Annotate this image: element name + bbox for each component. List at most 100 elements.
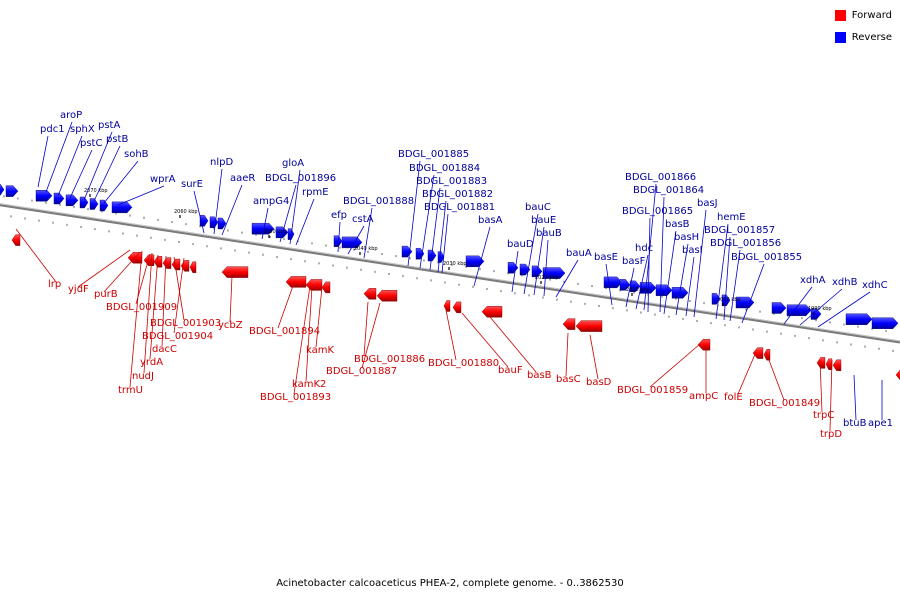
- reverse-gene-label-baub[interactable]: bauB: [536, 228, 562, 239]
- forward-gene-arrow[interactable]: [171, 258, 181, 271]
- reverse-gene-label-bdgl-001885[interactable]: BDGL_001885: [398, 149, 469, 160]
- reverse-gene-label-basa[interactable]: basA: [478, 215, 503, 226]
- reverse-gene-label-xdha[interactable]: xdhA: [800, 275, 826, 286]
- reverse-gene-arrow[interactable]: [810, 308, 822, 320]
- forward-gene-arrow[interactable]: [221, 266, 249, 278]
- reverse-gene-arrow[interactable]: [5, 185, 19, 197]
- reverse-gene-arrow[interactable]: [735, 296, 755, 309]
- forward-gene-arrow[interactable]: [697, 339, 711, 351]
- forward-gene-arrow[interactable]: [363, 288, 377, 300]
- forward-gene-arrow[interactable]: [895, 369, 900, 381]
- reverse-gene-arrow[interactable]: [531, 265, 543, 278]
- forward-gene-label-bdgl-001859[interactable]: BDGL_001859: [617, 385, 688, 396]
- reverse-gene-arrow[interactable]: [603, 276, 623, 289]
- forward-gene-label-kamk2[interactable]: kamK2: [292, 379, 326, 390]
- reverse-gene-label-basj[interactable]: basJ: [697, 198, 718, 209]
- reverse-gene-label-bdgl-001881[interactable]: BDGL_001881: [424, 202, 495, 213]
- forward-gene-label-bdgl-001903[interactable]: BDGL_001903: [150, 318, 221, 329]
- forward-gene-label-lrp[interactable]: lrp: [48, 279, 61, 290]
- reverse-gene-label-bdgl-001857[interactable]: BDGL_001857: [704, 225, 775, 236]
- forward-gene-label-yjdf[interactable]: yjdF: [68, 284, 89, 295]
- reverse-gene-label-pstc[interactable]: pstC: [80, 138, 102, 149]
- reverse-gene-label-csta[interactable]: cstA: [352, 214, 374, 225]
- forward-gene-label-basc[interactable]: basC: [556, 374, 581, 385]
- reverse-gene-label-xdhb[interactable]: xdhB: [832, 277, 858, 288]
- reverse-gene-arrow[interactable]: [35, 190, 53, 202]
- reverse-gene-arrow[interactable]: [786, 304, 812, 316]
- reverse-gene-arrow[interactable]: [275, 226, 289, 239]
- reverse-gene-label-basb[interactable]: basB: [665, 219, 690, 230]
- reverse-gene-label-baua[interactable]: bauA: [566, 248, 592, 259]
- reverse-gene-arrow[interactable]: [341, 236, 363, 249]
- reverse-gene-arrow[interactable]: [333, 235, 343, 247]
- reverse-gene-label-aaer[interactable]: aaeR: [230, 173, 255, 184]
- forward-gene-label-bdgl-001894[interactable]: BDGL_001894: [249, 326, 320, 337]
- reverse-gene-label-bdgl-001896[interactable]: BDGL_001896: [265, 173, 336, 184]
- forward-gene-label-trpd[interactable]: trpD: [820, 429, 842, 440]
- reverse-gene-arrow[interactable]: [209, 216, 219, 228]
- forward-gene-label-bdgl-001887[interactable]: BDGL_001887: [326, 366, 397, 377]
- forward-gene-label-bdgl-001909[interactable]: BDGL_001909: [106, 302, 177, 313]
- reverse-gene-label-psta[interactable]: pstA: [98, 120, 120, 131]
- forward-gene-label-nudj[interactable]: nudJ: [132, 371, 154, 382]
- reverse-gene-label-bdgl-001882[interactable]: BDGL_001882: [422, 189, 493, 200]
- forward-gene-arrow[interactable]: [752, 347, 764, 359]
- reverse-gene-label-btub[interactable]: btuB: [843, 418, 867, 429]
- forward-gene-arrow[interactable]: [443, 300, 451, 312]
- forward-gene-arrow[interactable]: [452, 301, 462, 314]
- reverse-gene-arrow[interactable]: [0, 183, 5, 196]
- reverse-gene-arrow[interactable]: [79, 196, 89, 209]
- forward-gene-label-kamk[interactable]: kamK: [306, 345, 334, 356]
- forward-gene-label-ampc[interactable]: ampC: [689, 391, 718, 402]
- reverse-gene-arrow[interactable]: [401, 245, 413, 258]
- reverse-gene-label-gloa[interactable]: gloA: [282, 158, 304, 169]
- reverse-gene-label-ape1[interactable]: ape1: [868, 418, 893, 429]
- forward-gene-label-bdgl-001893[interactable]: BDGL_001893: [260, 392, 331, 403]
- forward-gene-label-trpc[interactable]: trpC: [813, 410, 834, 421]
- reverse-gene-label-sphx[interactable]: sphX: [70, 124, 95, 135]
- reverse-gene-label-ampg4[interactable]: ampG4: [253, 196, 289, 207]
- forward-gene-label-bauf[interactable]: bauF: [498, 365, 523, 376]
- reverse-gene-label-baue[interactable]: bauE: [531, 215, 556, 226]
- forward-gene-label-ycbz[interactable]: ycbZ: [218, 320, 243, 331]
- forward-gene-arrow[interactable]: [832, 359, 842, 371]
- reverse-gene-label-basi[interactable]: basI: [682, 245, 703, 256]
- reverse-gene-label-sohb[interactable]: sohB: [124, 149, 149, 160]
- forward-gene-arrow[interactable]: [376, 290, 398, 302]
- forward-gene-arrow[interactable]: [285, 276, 307, 288]
- reverse-gene-label-wpra[interactable]: wprA: [150, 174, 176, 185]
- reverse-gene-arrow[interactable]: [111, 201, 133, 214]
- reverse-gene-label-bdgl-001884[interactable]: BDGL_001884: [409, 163, 480, 174]
- forward-gene-arrow[interactable]: [816, 357, 826, 369]
- forward-gene-label-trmu[interactable]: trmU: [118, 385, 143, 396]
- forward-gene-label-fole[interactable]: folE: [724, 392, 743, 403]
- reverse-gene-arrow[interactable]: [871, 317, 899, 329]
- reverse-gene-arrow[interactable]: [465, 255, 485, 268]
- reverse-gene-arrow[interactable]: [53, 192, 65, 205]
- reverse-gene-arrow[interactable]: [65, 194, 79, 207]
- reverse-gene-arrow[interactable]: [771, 302, 787, 314]
- forward-gene-arrow[interactable]: [153, 256, 163, 268]
- reverse-gene-label-bdgl-001883[interactable]: BDGL_001883: [416, 176, 487, 187]
- reverse-gene-arrow[interactable]: [251, 222, 275, 235]
- forward-gene-label-bdgl-001904[interactable]: BDGL_001904: [142, 331, 213, 342]
- reverse-gene-arrow[interactable]: [217, 217, 227, 230]
- reverse-gene-label-rpme[interactable]: rpmE: [302, 187, 329, 198]
- forward-gene-arrow[interactable]: [575, 320, 603, 332]
- forward-gene-label-basb[interactable]: basB: [527, 370, 552, 381]
- reverse-gene-label-sure[interactable]: surE: [181, 179, 203, 190]
- forward-gene-arrow[interactable]: [825, 358, 833, 370]
- reverse-gene-label-bash[interactable]: basH: [674, 232, 699, 243]
- forward-gene-label-dacc[interactable]: dacC: [152, 344, 177, 355]
- reverse-gene-label-hdc[interactable]: hdc: [635, 243, 653, 254]
- reverse-gene-label-pstb[interactable]: pstB: [106, 134, 128, 145]
- reverse-gene-arrow[interactable]: [89, 198, 99, 210]
- forward-gene-label-basd[interactable]: basD: [586, 377, 612, 388]
- forward-gene-arrow[interactable]: [481, 306, 503, 318]
- reverse-gene-label-bauc[interactable]: bauC: [525, 202, 551, 213]
- reverse-gene-arrow[interactable]: [845, 313, 873, 325]
- reverse-gene-arrow[interactable]: [99, 199, 109, 212]
- forward-gene-label-bdgl-001849[interactable]: BDGL_001849: [749, 398, 820, 409]
- reverse-gene-label-bdgl-001865[interactable]: BDGL_001865: [622, 206, 693, 217]
- reverse-gene-arrow[interactable]: [655, 284, 673, 297]
